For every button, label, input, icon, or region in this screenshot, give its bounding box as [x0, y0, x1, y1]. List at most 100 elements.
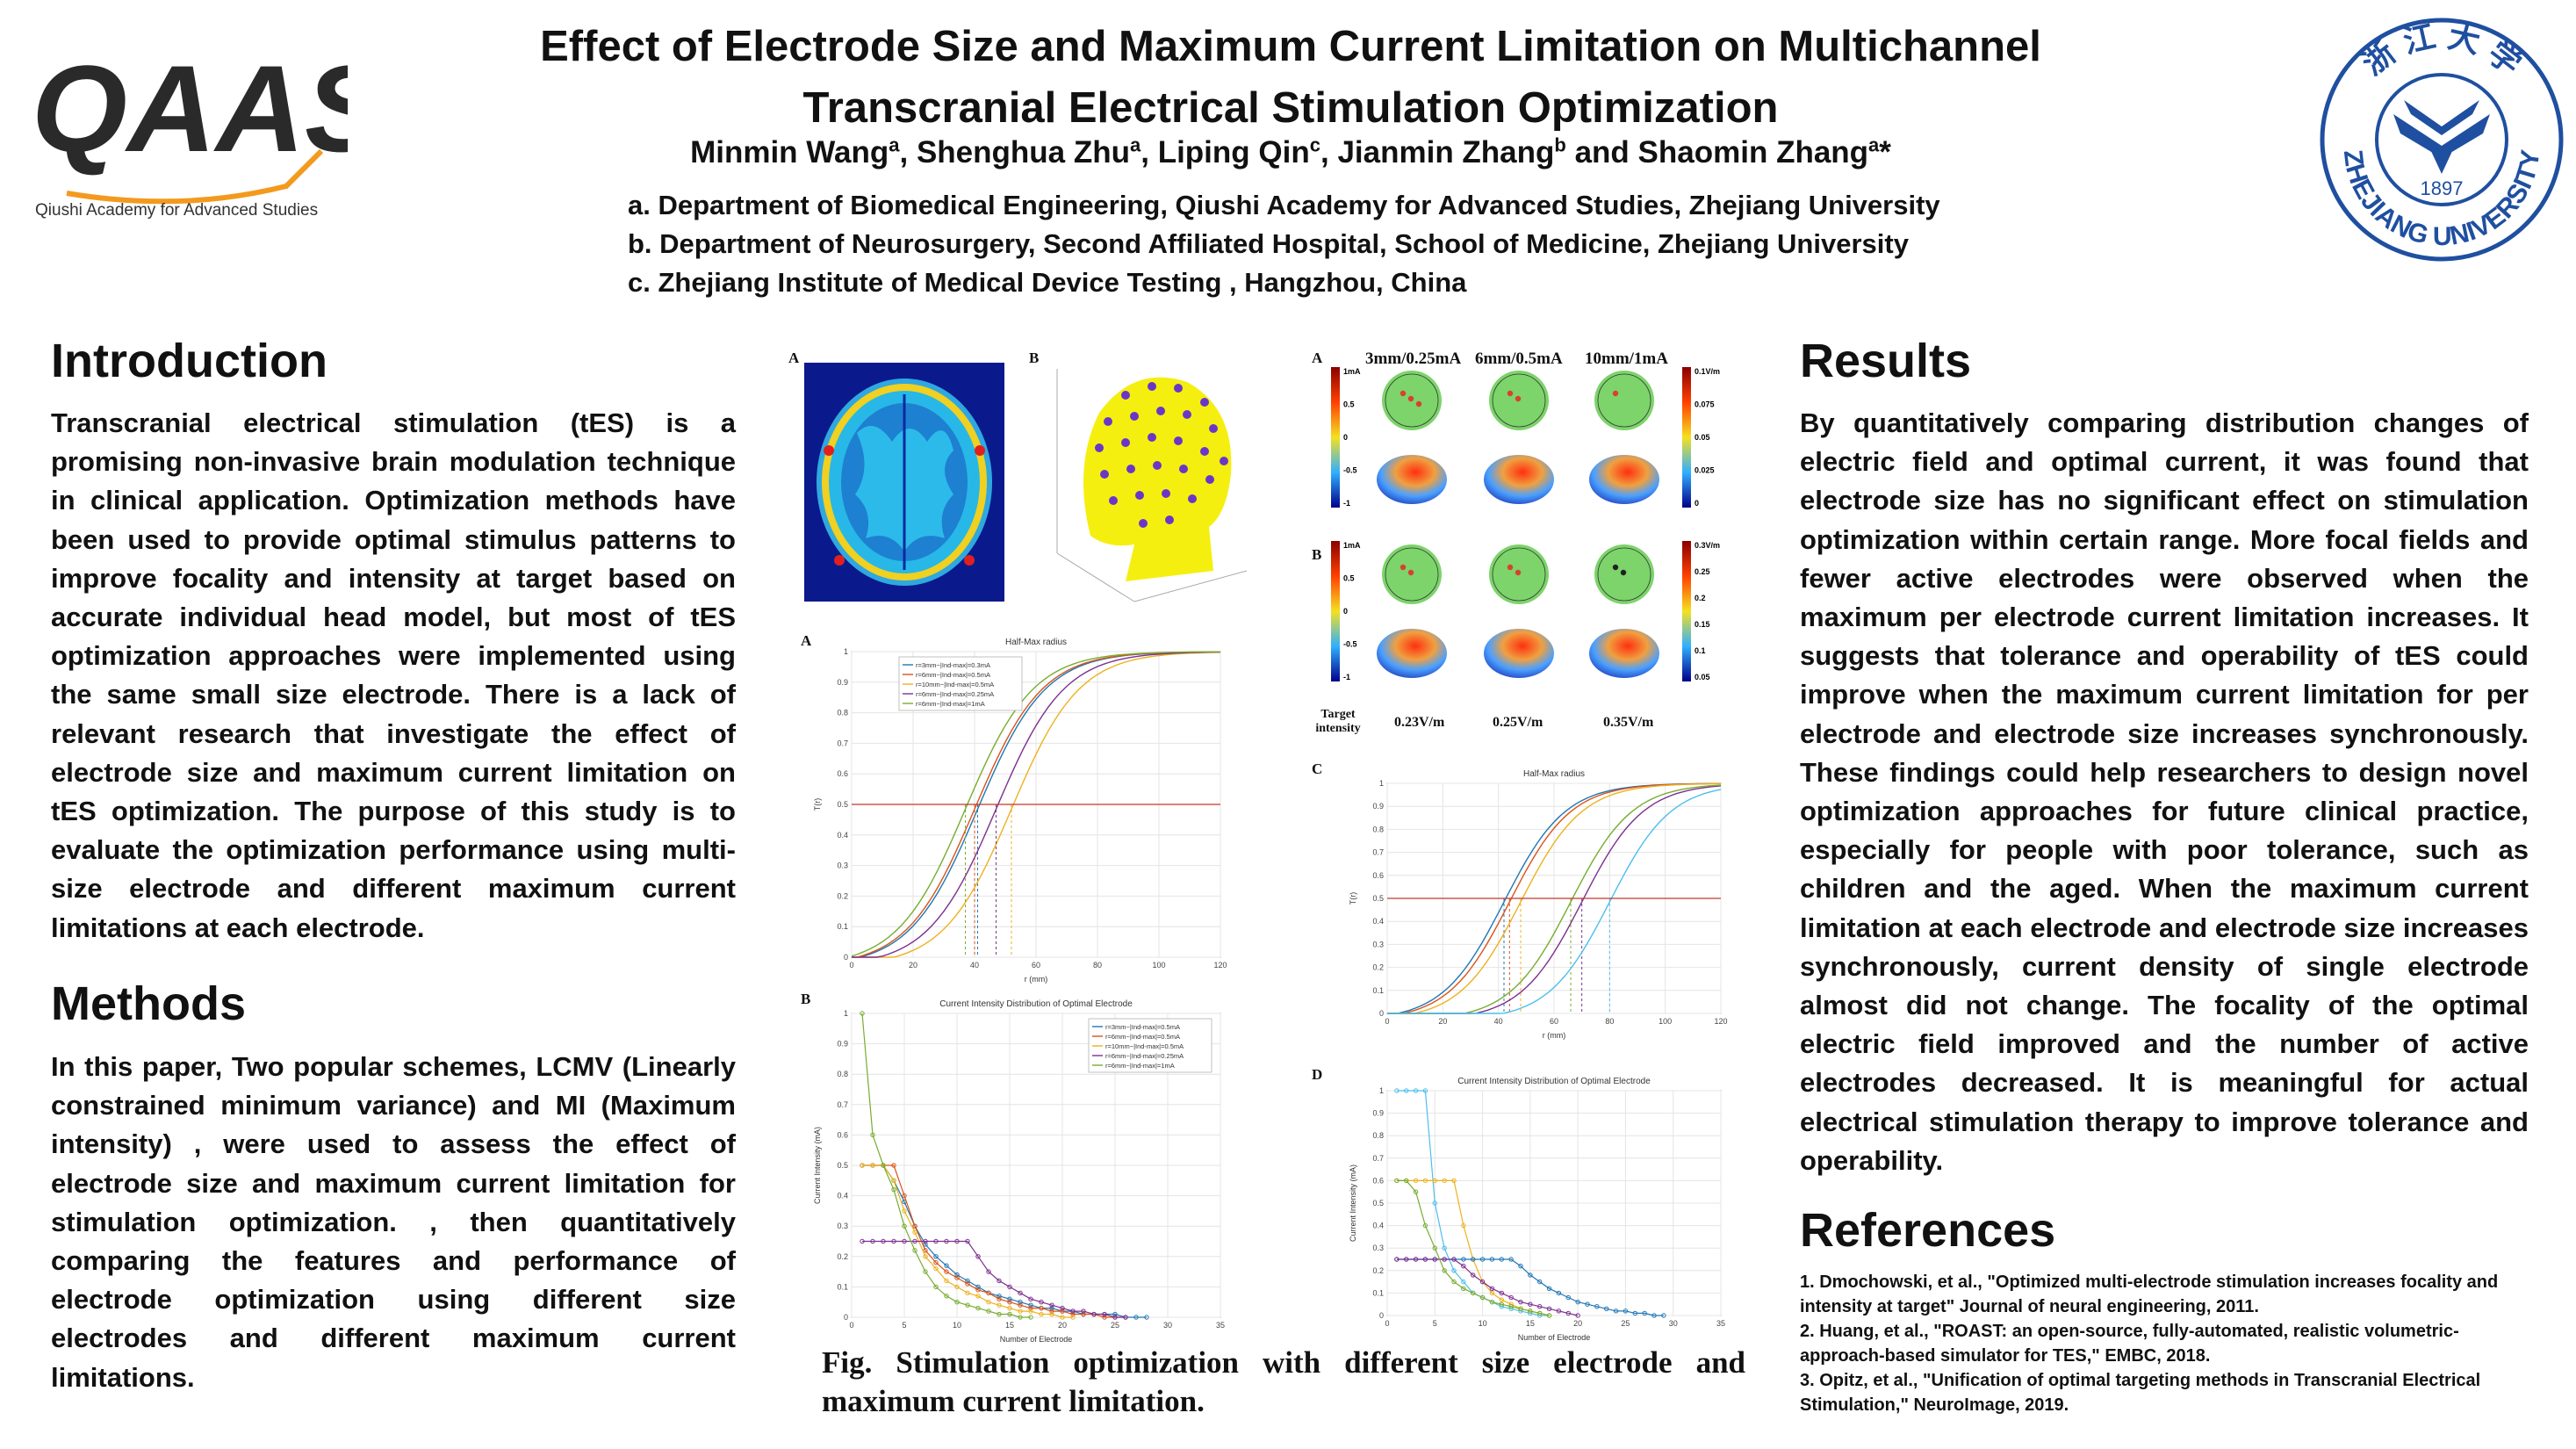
data-point: [912, 1248, 917, 1253]
x-tick-label: 30: [1669, 1319, 1678, 1328]
data-point: [923, 1238, 928, 1244]
y-tick-label: 0.6: [837, 1130, 848, 1139]
colorbar-right-tick: 0.25: [1695, 567, 1710, 576]
data-point: [881, 1163, 886, 1168]
y-tick-label: 0.1: [837, 1282, 848, 1291]
data-point: [1546, 1313, 1552, 1318]
data-point: [1028, 1315, 1033, 1320]
qaas-logo-subtitle: Qiushi Academy for Advanced Studies: [35, 201, 318, 220]
data-point: [912, 1229, 917, 1235]
affiliation-b: b. Department of Neurosurgery, Second Af…: [628, 228, 1909, 259]
data-point: [1432, 1245, 1437, 1251]
head-slice-image: [804, 363, 1004, 602]
chart-title: Half-Max radius: [1523, 769, 1585, 779]
series-line: [861, 1013, 1031, 1318]
data-point: [1049, 1308, 1054, 1314]
data-point: [933, 1260, 939, 1265]
x-tick-label: 0: [1385, 1017, 1389, 1026]
x-tick-label: 5: [902, 1321, 906, 1330]
x-tick-label: 100: [1152, 961, 1165, 970]
data-point: [1394, 1178, 1400, 1184]
data-point: [1518, 1306, 1523, 1312]
y-tick-label: 0.5: [1372, 894, 1384, 903]
data-point: [1102, 1311, 1107, 1317]
qaas-logo: QAAS Qiushi Academy for Advanced Studies: [32, 40, 386, 221]
x-axis-label: Number of Electrode: [1000, 1335, 1073, 1344]
colorbar-left-tick: -1: [1343, 499, 1350, 508]
reference-item: 2. Huang, et al., "ROAST: an open-source…: [1800, 1322, 2459, 1366]
panel-label-b2: B: [801, 991, 811, 1007]
y-tick-label: 0.4: [837, 831, 848, 840]
brain-field-map: [1589, 629, 1659, 678]
series-line: [852, 652, 1221, 958]
introduction-heading: Introduction: [51, 335, 327, 387]
data-point: [1479, 1257, 1486, 1262]
y-tick-label: 0.8: [1372, 1131, 1384, 1140]
data-point: [1461, 1222, 1466, 1229]
legend-entry: r=6mm~|Ind-max|=1mA: [916, 700, 985, 708]
data-point: [1537, 1279, 1543, 1285]
legend-entry: r=6mm~|Ind-max|=0.25mA: [1105, 1052, 1184, 1060]
brain-field-map: [1377, 629, 1447, 678]
x-tick-label: 10: [953, 1321, 961, 1330]
data-point: [975, 1284, 981, 1290]
data-point: [923, 1254, 928, 1259]
data-point: [1537, 1304, 1543, 1309]
data-point: [1661, 1313, 1666, 1318]
data-point: [1091, 1311, 1097, 1317]
data-point: [1528, 1301, 1533, 1307]
data-point: [1585, 1301, 1590, 1307]
active-electrode: [1515, 569, 1522, 576]
x-axis-label: r (mm): [1025, 975, 1048, 984]
panel-label-right-a: A: [1312, 350, 1323, 366]
panel-label-a2: A: [801, 632, 812, 649]
data-point: [954, 1238, 960, 1244]
topomap-outline: [1492, 547, 1546, 602]
brain-field-map: [1589, 455, 1659, 504]
data-point: [1413, 1178, 1419, 1184]
row-b-value-2: 0.25V/m: [1493, 715, 1543, 730]
data-point: [1489, 1299, 1495, 1305]
introduction-text: Transcranial electrical stimulation (tES…: [51, 407, 736, 943]
data-point: [1546, 1286, 1552, 1291]
y-tick-label: 1: [844, 1009, 848, 1018]
data-point: [1623, 1308, 1629, 1314]
data-point: [1404, 1257, 1409, 1262]
references-heading: References: [1800, 1204, 2056, 1257]
data-point: [1451, 1268, 1457, 1273]
data-point: [965, 1278, 970, 1284]
data-point: [1499, 1297, 1504, 1302]
data-point: [954, 1300, 960, 1305]
data-point: [1049, 1311, 1054, 1317]
data-point: [997, 1302, 1002, 1308]
data-point: [1461, 1279, 1466, 1285]
half-max-radius-chart-right: 0 0.1 0.2 0.3 0.4 0.5 0.6 0.7 0.8 0.9 1 0 20 40 60 80 10…: [1349, 769, 1728, 1040]
row-b-value-3: 0.35V/m: [1603, 715, 1654, 730]
active-electrode: [1415, 400, 1422, 407]
author: Shenghua Zhua,: [916, 133, 1158, 169]
poster-title: Effect of Electrode Size and Maximum Cur…: [457, 16, 2125, 139]
reference-list: 1. Dmochowski, et al., "Optimized multi-…: [1800, 1270, 2537, 1417]
data-point: [1060, 1305, 1065, 1311]
data-point: [1018, 1315, 1023, 1320]
data-point: [1489, 1257, 1495, 1262]
colorbar-right-tick: 0.3V/m: [1695, 541, 1720, 550]
panel-label-right-b: B: [1312, 546, 1322, 563]
data-point: [1499, 1290, 1504, 1296]
y-tick-label: 0.1: [1372, 1288, 1384, 1297]
colorbar-right-tick: 0: [1695, 499, 1699, 508]
x-tick-label: 25: [1111, 1321, 1119, 1330]
data-point: [1613, 1308, 1619, 1314]
topomap-outline: [1385, 547, 1439, 602]
colorbar-left: [1331, 541, 1340, 681]
reference-item: 1. Dmochowski, et al., "Optimized multi-…: [1800, 1272, 2499, 1316]
y-axis-label: Current Intensity (mA): [1349, 1164, 1357, 1242]
active-electrode: [1612, 390, 1619, 397]
legend-entry: r=6mm~|Ind-max|=0.5mA: [1105, 1033, 1180, 1041]
data-point: [1461, 1286, 1466, 1291]
legend-box: [898, 656, 1023, 711]
data-point: [1508, 1257, 1514, 1262]
colorbar-right-tick: 0.15: [1695, 620, 1710, 629]
data-point: [1007, 1305, 1012, 1311]
series-line: [851, 651, 1220, 957]
